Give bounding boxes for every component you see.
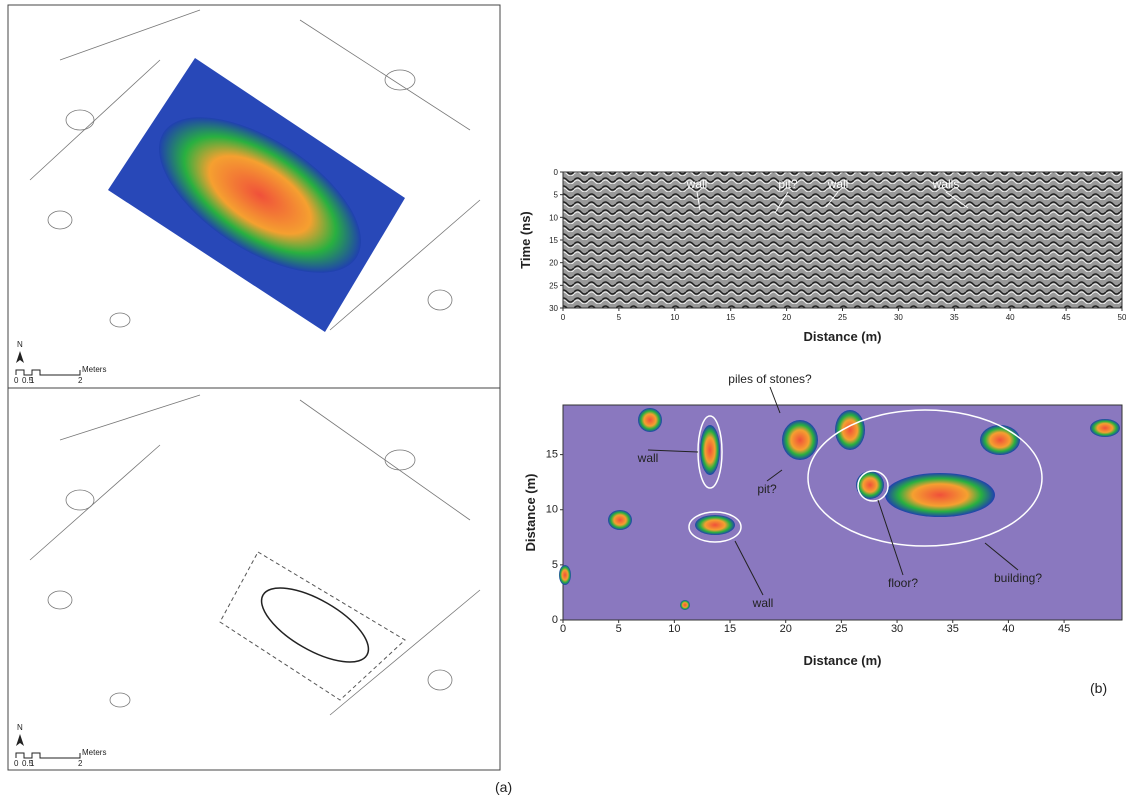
x-tick-label: 50	[1118, 313, 1126, 322]
x-tick-label: 35	[950, 313, 959, 322]
page: (a) (b) N00.512MetersN00.512Meters051015…	[0, 0, 1126, 803]
y-tick-label: 30	[549, 304, 558, 313]
annotation: building?	[994, 571, 1042, 585]
radargram	[563, 172, 1122, 308]
x-tick-label: 30	[894, 313, 903, 322]
annotation: wall	[686, 177, 708, 191]
x-tick-label: 40	[1006, 313, 1015, 322]
x-tick-label: 0	[560, 623, 566, 635]
north-label: N	[17, 340, 23, 349]
scale-label: 2	[78, 376, 83, 385]
x-tick-label: 45	[1062, 313, 1071, 322]
x-tick-label: 40	[1002, 623, 1014, 635]
scale-label: 2	[78, 759, 83, 768]
y-tick-label: 0	[554, 168, 559, 177]
x-tick-label: 20	[780, 623, 792, 635]
x-tick-label: 30	[891, 623, 903, 635]
scale-label: 1	[30, 376, 35, 385]
y-tick-label: 10	[549, 213, 558, 222]
x-tick-label: 5	[616, 623, 622, 635]
x-tick-label: 5	[617, 313, 622, 322]
x-axis-label: Distance (m)	[803, 329, 881, 344]
annotation: wall	[752, 596, 774, 610]
y-tick-label: 5	[552, 559, 558, 571]
annotation: wall	[637, 451, 659, 465]
panel-label: (a)	[495, 779, 512, 795]
y-tick-label: 0	[552, 614, 558, 626]
x-tick-label: 15	[726, 313, 735, 322]
annotation: piles of stones?	[728, 372, 812, 386]
x-tick-label: 25	[835, 623, 847, 635]
north-label: N	[17, 723, 23, 732]
annotation: floor?	[888, 576, 918, 590]
annotation: pit?	[778, 177, 798, 191]
x-axis-label: Distance (m)	[803, 653, 881, 668]
x-tick-label: 10	[670, 313, 679, 322]
y-tick-label: 20	[549, 259, 558, 268]
map-frame	[8, 388, 500, 770]
scale-unit: Meters	[82, 748, 106, 757]
y-tick-label: 15	[549, 236, 558, 245]
annotation: pit?	[757, 482, 777, 496]
x-tick-label: 25	[838, 313, 847, 322]
x-tick-label: 0	[561, 313, 566, 322]
x-tick-label: 15	[724, 623, 736, 635]
annotation: wall	[827, 177, 849, 191]
x-tick-label: 35	[947, 623, 959, 635]
x-tick-label: 45	[1058, 623, 1070, 635]
panel-label: (b)	[1090, 680, 1107, 696]
panel-a	[8, 5, 500, 770]
scale-label: 1	[30, 759, 35, 768]
y-tick-label: 10	[546, 504, 558, 516]
y-axis-label: Distance (m)	[523, 473, 538, 551]
y-tick-label: 5	[554, 191, 559, 200]
x-tick-label: 20	[782, 313, 791, 322]
figure: (a) (b) N00.512MetersN00.512Meters051015…	[0, 0, 1126, 803]
scale-label: 0	[14, 376, 19, 385]
scale-label: 0	[14, 759, 19, 768]
x-tick-label: 10	[668, 623, 680, 635]
y-tick-label: 15	[546, 449, 558, 461]
y-axis-label: Time (ns)	[518, 211, 533, 269]
scale-unit: Meters	[82, 365, 106, 374]
y-tick-label: 25	[549, 281, 558, 290]
annotation: walls	[932, 177, 960, 191]
